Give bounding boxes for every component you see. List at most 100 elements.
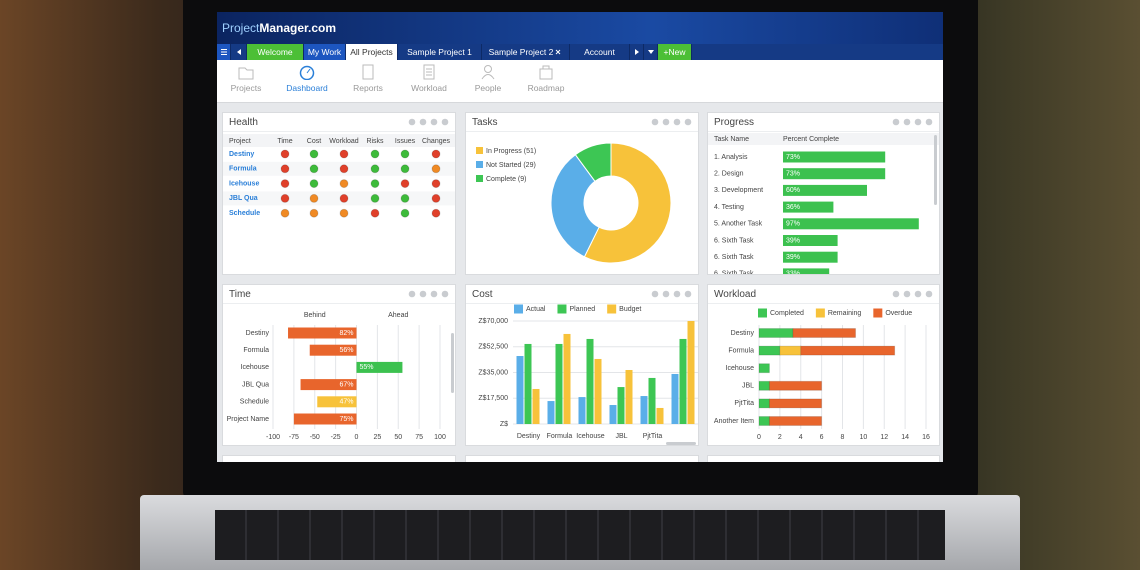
column-header: Cost [307, 138, 321, 145]
panel-icons[interactable] [892, 118, 936, 126]
value-label: 97% [786, 221, 800, 228]
legend-swatch [557, 304, 567, 314]
status-dot [309, 149, 319, 159]
status-dot [370, 164, 380, 174]
chart: In Progress (51) Not Started (29) Complete… [476, 142, 672, 264]
bar [792, 328, 857, 338]
project-name: Icehouse [229, 180, 259, 187]
panel: Workload Completed Remaining Overdue 0 2 4 6 8 1… [707, 284, 940, 446]
y-tick-label: Z$17,500 [478, 395, 508, 402]
tool[interactable]: Projects [217, 64, 276, 93]
panel-icon [684, 290, 692, 298]
status-dot [339, 164, 349, 174]
panel: Progress Task Name Percent Complete 1. Ana… [707, 112, 940, 275]
column-header: Workload [329, 138, 359, 145]
status-dot [280, 208, 290, 218]
legend-swatch [514, 304, 523, 314]
tab[interactable]: My Work [304, 44, 346, 60]
tab[interactable]: Welcome [247, 44, 304, 60]
tab[interactable]: Account [570, 44, 630, 60]
arrow-icon [648, 50, 654, 54]
brand[interactable]: ProjectManager.com [222, 21, 336, 35]
bar [679, 338, 687, 424]
tool[interactable]: Dashboard [277, 64, 337, 93]
bar [783, 218, 919, 230]
panel-icon [430, 118, 438, 126]
value-label: 39% [786, 237, 800, 244]
new-button[interactable]: +New [658, 44, 692, 60]
x-tick-label: 50 [394, 434, 402, 441]
panel-icons[interactable] [408, 118, 452, 126]
status-dot [370, 149, 380, 159]
bar [547, 401, 555, 424]
legend-label: Actual [526, 306, 546, 313]
tab[interactable]: Sample Project 1 [398, 44, 482, 60]
tool-icon [299, 65, 315, 80]
x-tick-label: -75 [289, 434, 299, 441]
panel-icon [430, 290, 438, 298]
legend-label: Overdue [885, 310, 912, 317]
arrow-icon [635, 49, 639, 55]
menu-button[interactable] [217, 44, 231, 60]
panel-icon [892, 290, 900, 298]
x-tick-label: 12 [880, 434, 888, 441]
x-tick-label: 75 [415, 434, 423, 441]
bar [288, 327, 357, 339]
menu-icon [220, 49, 227, 55]
bar [783, 268, 830, 274]
x-tick-label: -50 [310, 434, 320, 441]
status-dot [370, 179, 380, 189]
panel-header: Health [223, 113, 455, 132]
panel-icon [673, 118, 681, 126]
x-tick-label: 4 [799, 434, 803, 441]
column-header: Risks [366, 138, 384, 145]
dropdown[interactable] [644, 44, 658, 60]
project-name: Formula [229, 166, 257, 173]
panel-title: Progress [714, 117, 755, 128]
panel-icons[interactable] [408, 290, 452, 298]
bar [563, 333, 571, 424]
y-tick-label: 1. Analysis [714, 154, 748, 161]
screen: ProjectManager.com Welcome My Work All P… [217, 12, 943, 462]
close-icon[interactable] [553, 44, 562, 60]
tool[interactable]: Workload [399, 64, 459, 93]
project-name: Destiny [229, 151, 254, 158]
status-dot [400, 193, 410, 203]
x-tick-label: Icehouse [576, 433, 605, 440]
status-dot [280, 193, 290, 203]
x-tick-label: 0 [757, 434, 761, 441]
bar [516, 356, 524, 424]
panel-icon [408, 290, 416, 298]
y-tick-label: Z$35,000 [478, 369, 508, 376]
panel-icon [662, 118, 670, 126]
tab[interactable]: Sample Project 2 [482, 44, 570, 60]
panel-icon [419, 118, 427, 126]
tool[interactable]: People [458, 64, 518, 93]
status-dot [339, 208, 349, 218]
scroll-right[interactable] [630, 44, 644, 60]
bar [300, 379, 357, 391]
bar [656, 407, 664, 424]
scrollbar [666, 442, 696, 445]
legend-label: Remaining [828, 310, 862, 317]
panel-icons[interactable] [892, 290, 936, 298]
annotation: Ahead [388, 312, 408, 319]
chart: Behind Ahead -100 -75 -50 -25 0 25 50 75 100 Destin… [227, 312, 454, 441]
y-tick-label: Formula [243, 347, 269, 354]
scroll-left[interactable] [231, 44, 247, 60]
bar [617, 387, 625, 424]
legend-swatch [476, 161, 483, 168]
tab[interactable]: All Projects [346, 44, 398, 60]
status-dot [400, 179, 410, 189]
value-label: 36% [786, 204, 800, 211]
tab-bar: Welcome My Work All Projects Sample Proj… [217, 44, 943, 60]
panel [465, 455, 699, 462]
panel-icons[interactable] [651, 290, 695, 298]
tool[interactable]: Reports [338, 64, 398, 93]
tool[interactable]: Roadmap [516, 64, 576, 93]
panel-icons[interactable] [651, 118, 695, 126]
row-stripe [223, 191, 455, 206]
x-tick-label: 8 [841, 434, 845, 441]
value-label: 39% [786, 254, 800, 261]
